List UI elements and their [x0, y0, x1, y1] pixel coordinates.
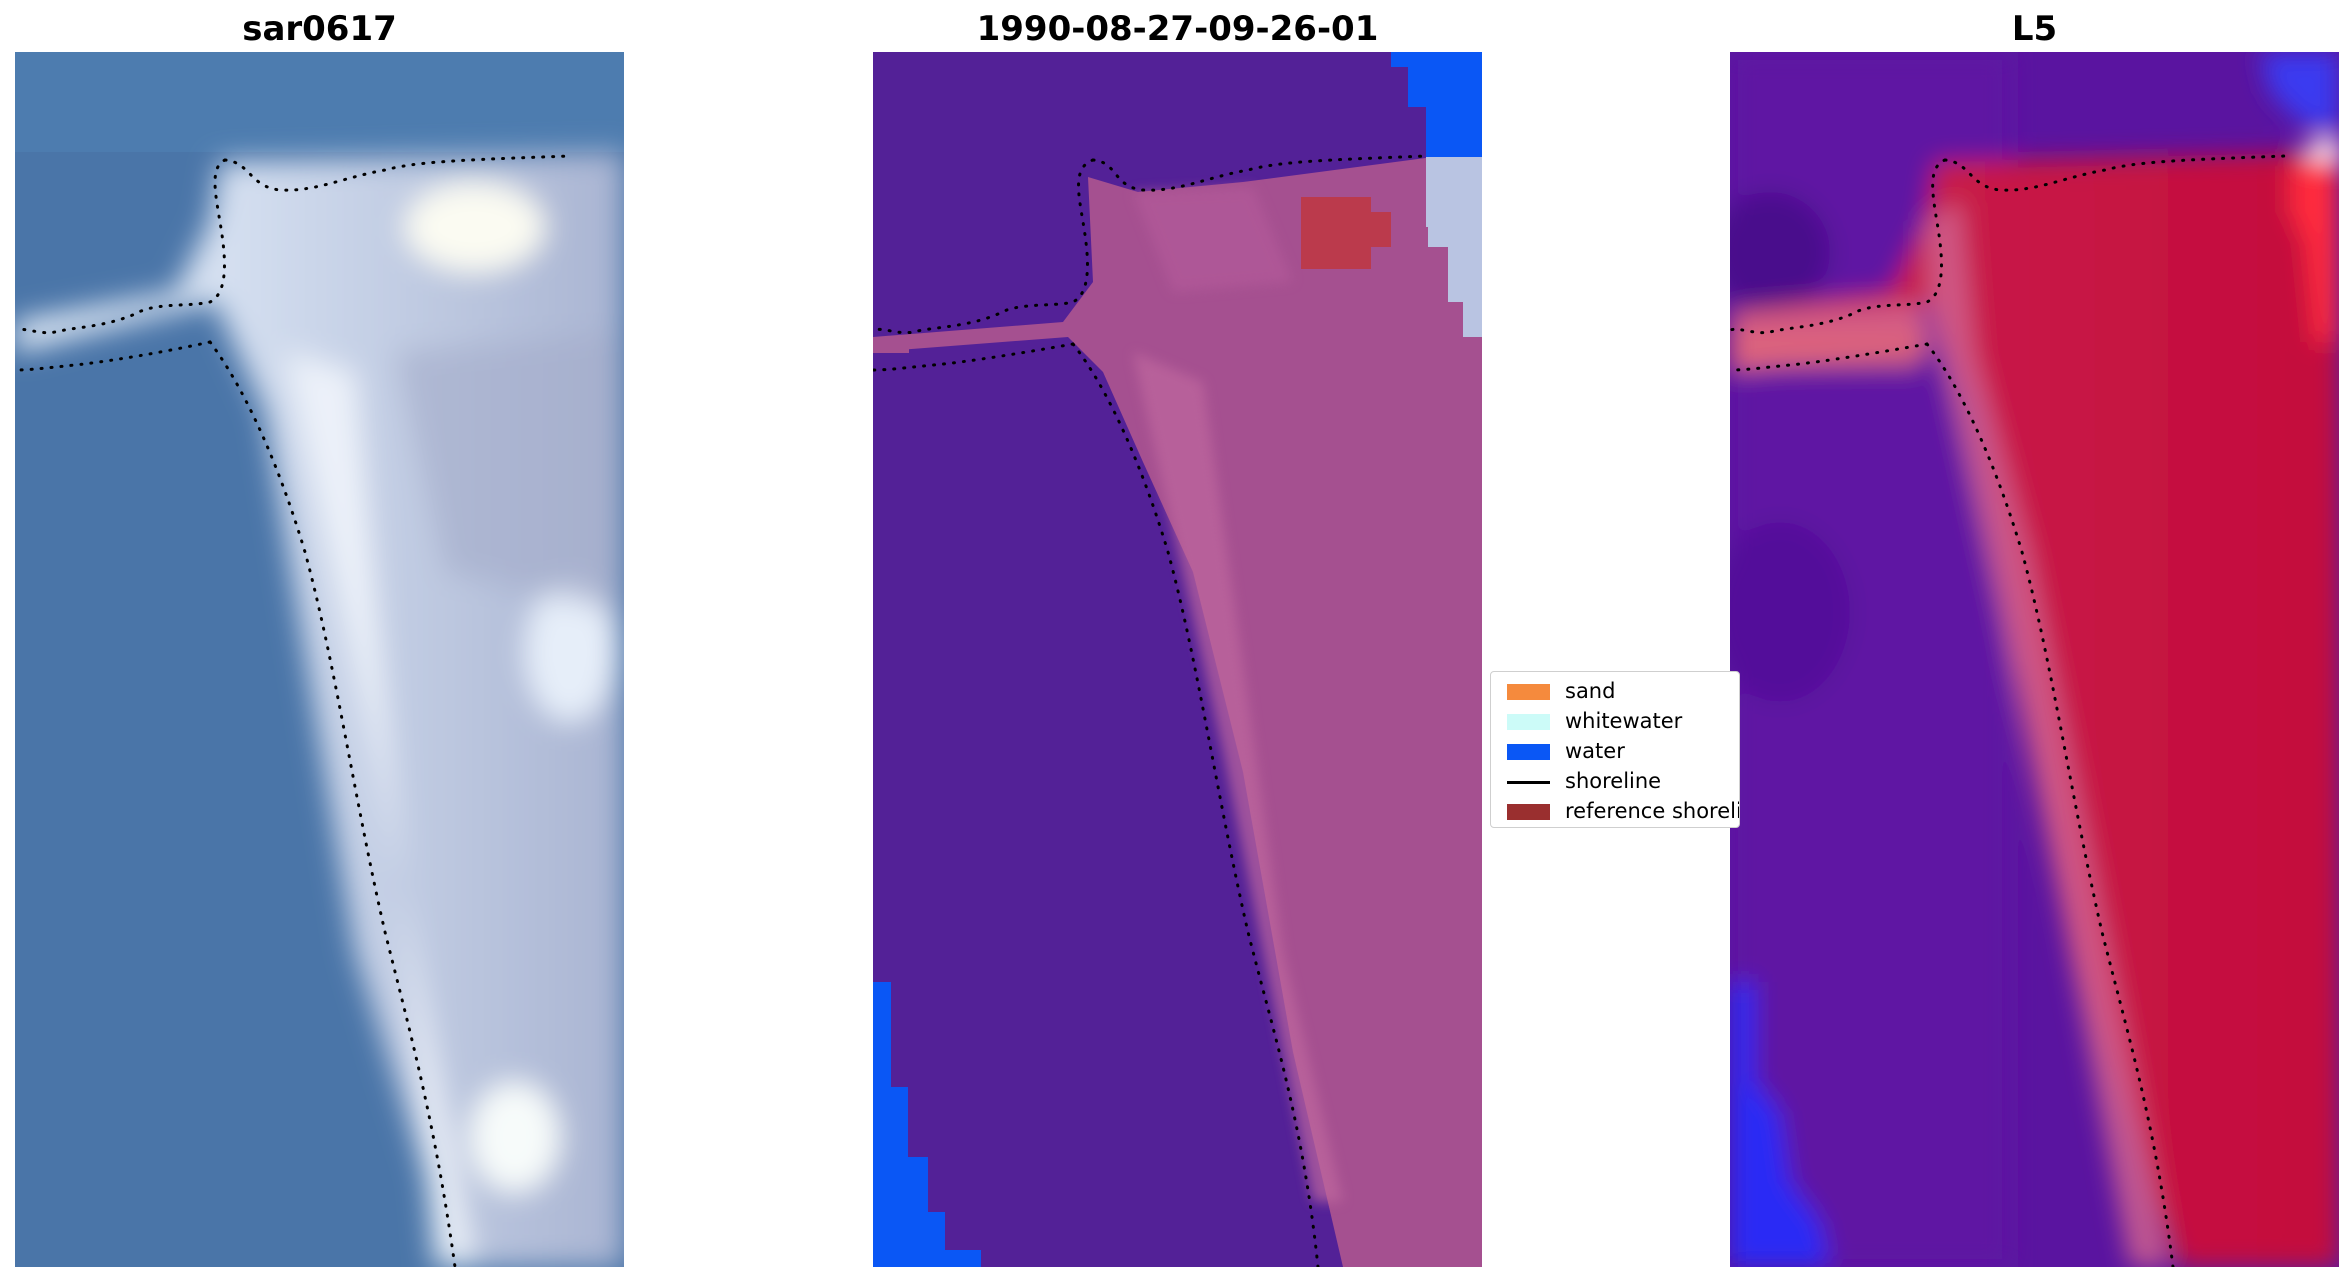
rgb-image	[15, 52, 624, 1267]
legend-label: shoreline	[1565, 769, 1662, 793]
shoreline-line	[1730, 154, 2287, 1267]
panel-title-index: L5	[2011, 9, 2058, 49]
whitewater-swatch	[1507, 714, 1550, 730]
legend-label: whitewater	[1565, 709, 1683, 733]
legend-label: water	[1565, 739, 1625, 763]
shoreline-overlay-classified	[873, 52, 1482, 1267]
legend-label: sand	[1565, 679, 1616, 703]
sand-swatch	[1507, 684, 1550, 700]
panel-title-rgb: sar0617	[242, 9, 397, 49]
water-swatch	[1507, 744, 1550, 760]
shoreline-overlay-index	[1730, 52, 2339, 1267]
reference-shoreline-swatch	[1507, 804, 1550, 820]
shoreline-line	[873, 154, 1430, 1267]
shoreline-line	[15, 154, 572, 1267]
index-image-panel	[1730, 52, 2339, 1267]
shoreline-overlay-rgb	[15, 52, 624, 1267]
legend-label: reference shoreline	[1565, 799, 1739, 823]
classified-image	[873, 52, 1482, 1267]
rgb-image-panel	[15, 52, 624, 1267]
classified-image-panel	[873, 52, 1482, 1267]
panel-title-classified: 1990-08-27-09-26-01	[976, 9, 1379, 49]
shoreline-line-swatch	[1507, 781, 1550, 784]
legend: sand whitewater water shoreline referenc…	[1490, 671, 1740, 828]
index-image	[1730, 52, 2339, 1267]
